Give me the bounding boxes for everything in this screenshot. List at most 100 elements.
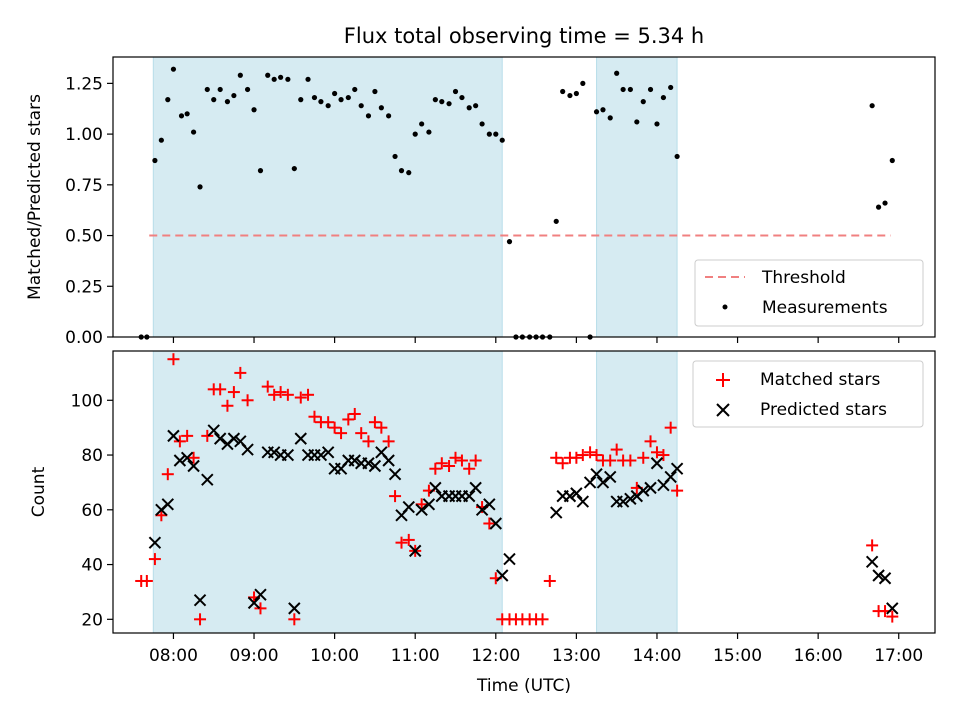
measurement-point (607, 115, 613, 121)
predicted-star-point (563, 489, 577, 503)
matched-star-point (368, 416, 381, 429)
measurement-point (486, 131, 492, 137)
predicted-star-point (422, 498, 436, 511)
matched-star-point (194, 613, 207, 626)
top-legend: Threshold Measurements (694, 259, 924, 327)
measurement-point (358, 103, 364, 109)
matched-star-point (415, 498, 428, 511)
matched-star-point (469, 454, 482, 467)
predicted-star-point (503, 552, 516, 566)
matched-star-point (214, 383, 227, 396)
matched-star-point (268, 388, 281, 401)
matched-star-point (657, 449, 670, 462)
legend-threshold-label: Threshold (761, 268, 846, 288)
matched-stars-series (135, 353, 899, 626)
matched-star-point (435, 457, 448, 470)
measurement-point (889, 157, 895, 164)
measurement-point (338, 97, 344, 103)
predicted-star-point (469, 481, 482, 495)
measurement-point (311, 94, 318, 101)
predicted-star-point (161, 498, 175, 511)
legend-predicted-label: Predicted stars (760, 400, 887, 420)
measurement-point (573, 90, 579, 97)
predicted-star-point (596, 476, 610, 489)
measurement-point (217, 86, 223, 93)
measurement-point (165, 97, 171, 103)
predicted-star-point (173, 454, 187, 467)
matched-star-point (261, 380, 274, 393)
predicted-star-point (227, 432, 241, 445)
bottom-x-tick-label: 08:00 (149, 646, 198, 666)
matched-star-point (624, 454, 637, 467)
predicted-star-point (489, 517, 503, 530)
matched-star-point (664, 421, 677, 434)
matched-star-point (201, 429, 214, 442)
matched-star-point (866, 539, 879, 552)
measurement-point (875, 204, 882, 210)
predicted-star-point (267, 446, 281, 459)
matched-star-point (302, 388, 315, 401)
predicted-star-point (241, 443, 254, 456)
matched-star-point (234, 366, 247, 379)
legend-measurements-label: Measurements (762, 298, 888, 318)
predicted-star-point (362, 457, 375, 470)
matched-star-point (288, 613, 301, 626)
predicted-star-point (207, 424, 220, 437)
matched-star-point (429, 462, 442, 475)
matched-star-point (671, 484, 684, 497)
bottom-y-axis-label: Count (29, 466, 49, 517)
predicted-star-point (550, 506, 563, 519)
predicted-star-point (254, 588, 267, 601)
measurement-point (178, 113, 185, 119)
matched-star-point (322, 416, 335, 429)
bottom-shaded-interval (152, 350, 503, 634)
legend-matched-swatch (716, 373, 730, 387)
measurement-point (386, 113, 392, 119)
predicted-star-point (570, 487, 583, 500)
measurement-point (318, 99, 324, 105)
measurement-point (567, 92, 573, 99)
predicted-star-point (281, 448, 295, 462)
matched-star-point (140, 574, 153, 587)
matched-star-point (395, 536, 408, 549)
matched-star-point (161, 468, 174, 481)
matched-star-point (449, 451, 462, 464)
measurement-point (432, 97, 438, 103)
matched-star-point (375, 421, 388, 434)
measurement-point (459, 94, 465, 101)
top-legend-box (694, 259, 924, 327)
matched-star-point (637, 451, 650, 464)
matched-star-point (181, 429, 194, 442)
matched-star-point (389, 490, 402, 503)
bottom-y-tick-label: 100 (71, 391, 103, 411)
measurement-point (506, 239, 513, 245)
bottom-x-tick-label: 10:00 (310, 646, 359, 666)
measurement-point (244, 86, 251, 93)
measurement-point (372, 88, 378, 95)
matched-star-point (443, 459, 456, 472)
measurement-point (197, 184, 203, 190)
measurement-point (560, 88, 566, 95)
matched-star-point (274, 386, 287, 399)
top-shaded-interval (152, 56, 503, 338)
measurement-point (869, 103, 875, 109)
predicted-stars-series (148, 424, 899, 615)
predicted-star-point (475, 503, 489, 517)
measurement-point (398, 168, 405, 174)
matched-star-point (536, 613, 549, 626)
matched-star-point (455, 454, 468, 467)
matched-star-point (328, 421, 341, 434)
bottom-x-tick-label: 16:00 (794, 646, 843, 666)
predicted-star-point (865, 555, 879, 569)
measurement-point (265, 72, 271, 78)
matched-star-point (590, 449, 603, 462)
measurement-point (305, 76, 311, 82)
predicted-star-point (576, 495, 590, 508)
measurement-point (392, 153, 398, 160)
measurement-point (298, 97, 304, 103)
predicted-star-point (886, 602, 899, 615)
measurement-point (668, 84, 674, 91)
matched-star-point (556, 457, 569, 470)
matched-star-point (254, 602, 267, 615)
